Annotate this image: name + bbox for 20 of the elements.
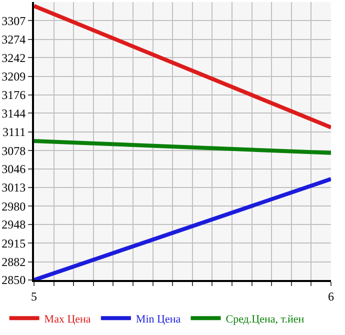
y-tick-label: 3176: [2, 88, 26, 102]
y-tick-label: 3046: [2, 162, 26, 176]
y-tick-label: 3111: [2, 125, 26, 140]
y-tick-label: 2980: [2, 199, 26, 214]
y-tick-label: 3209: [2, 70, 26, 84]
x-tick-label: 5: [31, 289, 37, 304]
y-tick-label: 3144: [2, 106, 26, 120]
legend-label: Сред.Цена, т.йен: [226, 313, 304, 326]
y-tick-label: 2915: [2, 236, 26, 250]
x-tick-label: 6: [328, 289, 334, 304]
y-tick-label: 3013: [2, 180, 26, 195]
y-tick-label: 3242: [2, 50, 26, 65]
y-tick-label: 2882: [2, 255, 26, 270]
legend-label: Max Цена: [44, 313, 91, 326]
y-tick-label: 2850: [2, 273, 26, 288]
y-tick-label: 3078: [2, 144, 26, 158]
y-tick-label: 3307: [2, 14, 26, 28]
legend-label: Min Цена: [136, 313, 181, 326]
y-tick-label: 3274: [2, 32, 26, 47]
y-tick-label: 2948: [2, 218, 26, 232]
